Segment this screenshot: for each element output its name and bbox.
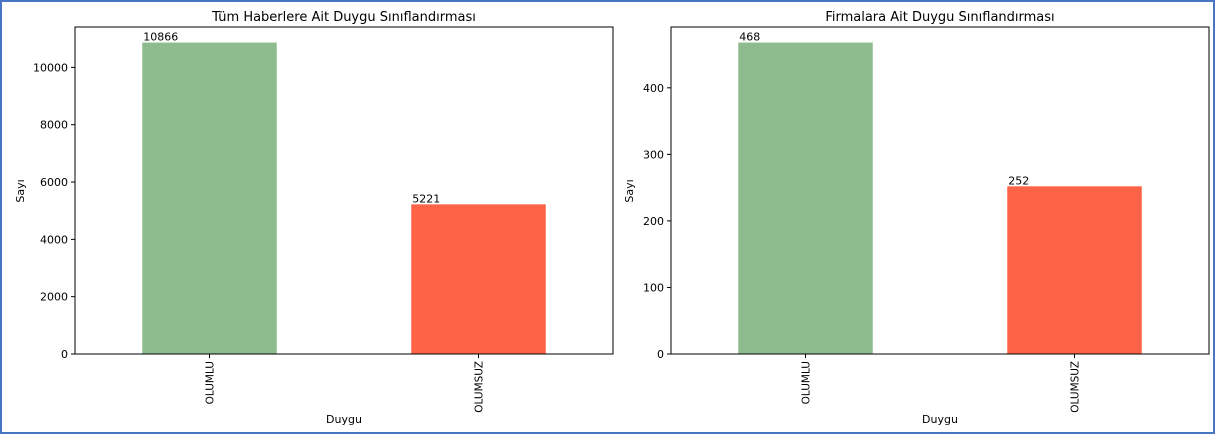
bar-olumsuz (411, 204, 546, 354)
bar-olumsuz (1007, 186, 1142, 354)
chart-all-news: Tüm Haberlere Ait Duygu Sınıflandırması … (14, 10, 614, 426)
y-tick-label: 400 (643, 82, 664, 95)
y-axis-label: Sayı (623, 179, 636, 202)
x-tick-label: OLUMSUZ (1070, 361, 1082, 413)
plot-area-frame (74, 26, 614, 355)
bar-value-label: 10866 (143, 31, 178, 44)
x-axis-label: Duygu (922, 413, 958, 426)
bar-olumlu (142, 42, 277, 355)
x-tick-label: OLUMSUZ (474, 361, 486, 413)
chart-companies: Firmalara Ait Duygu Sınıflandırması Sayı… (623, 10, 1210, 426)
y-tick-label: 2000 (40, 291, 68, 304)
bar-olumlu (738, 42, 873, 354)
y-tick-label: 0 (61, 348, 68, 361)
plot-area-frame (670, 26, 1210, 355)
y-tick-label: 300 (643, 148, 664, 161)
y-tick-label: 0 (657, 348, 664, 361)
bar-value-label: 252 (1008, 174, 1029, 187)
bar-value-label: 5221 (412, 192, 440, 205)
x-axis-label: Duygu (326, 413, 362, 426)
y-tick-label: 100 (643, 281, 664, 294)
y-axis-label: Sayı (14, 179, 27, 202)
y-tick-label: 8000 (40, 119, 68, 132)
x-tick-label: OLUMLU (205, 361, 217, 404)
chart-title: Tüm Haberlere Ait Duygu Sınıflandırması (211, 10, 476, 25)
x-tick-label: OLUMLU (801, 361, 813, 404)
y-tick-label: 4000 (40, 233, 68, 246)
y-tick-label: 10000 (33, 61, 68, 74)
y-tick-label: 6000 (40, 176, 68, 189)
chart-title: Firmalara Ait Duygu Sınıflandırması (825, 10, 1054, 25)
bar-value-label: 468 (739, 31, 760, 44)
y-tick-label: 200 (643, 215, 664, 228)
